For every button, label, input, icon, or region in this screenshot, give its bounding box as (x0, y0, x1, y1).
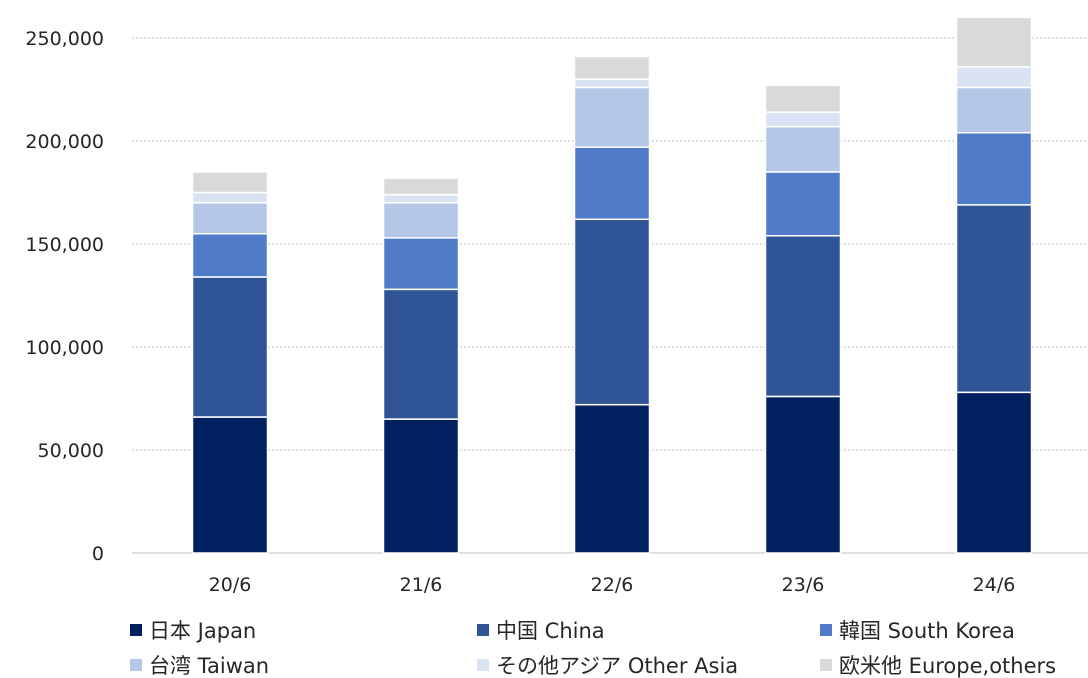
legend-swatch (820, 624, 832, 636)
bar-segment (573, 218, 651, 406)
legend-label: 欧米他 Europe,others (839, 654, 1056, 678)
bar-segment (191, 202, 269, 235)
y-tick-label: 250,000 (25, 28, 104, 50)
y-tick-label: 200,000 (25, 131, 104, 153)
bar-stack-23-6 (764, 84, 842, 554)
x-tick-label: 21/6 (400, 574, 443, 596)
legend-item: 台湾 Taiwan (130, 654, 269, 678)
bar-segment (191, 416, 269, 554)
bar-segment (573, 146, 651, 221)
bar-segment (764, 171, 842, 237)
bar-segment (191, 171, 269, 194)
y-tick-label: 100,000 (25, 337, 104, 359)
x-tick-label: 23/6 (782, 574, 825, 596)
legend-item: 日本 Japan (130, 619, 256, 643)
legend-swatch (477, 624, 489, 636)
legend-label: その他アジア Other Asia (496, 654, 738, 678)
bars-layer (191, 16, 1033, 554)
bar-segment (191, 276, 269, 418)
bar-segment (382, 193, 460, 204)
legend-item: 韓国 South Korea (820, 619, 1015, 643)
legend-label: 中国 China (496, 619, 605, 643)
bar-segment (955, 391, 1033, 554)
legend: 日本 Japan 中国 China 韓国 South Korea 台湾 Taiwan そ… (130, 619, 1056, 678)
bar-segment (955, 204, 1033, 394)
x-tick-label: 24/6 (973, 574, 1016, 596)
legend-item: その他アジア Other Asia (477, 654, 738, 678)
bar-stack-21-6 (382, 177, 460, 554)
bar-segment (382, 202, 460, 239)
bar-segment (573, 86, 651, 148)
y-tick-label: 0 (92, 543, 104, 565)
bar-segment (764, 125, 842, 173)
bar-segment (573, 403, 651, 554)
bar-stack-20-6 (191, 171, 269, 554)
bar-segment (573, 55, 651, 80)
bar-segment (955, 66, 1033, 89)
bar-segment (764, 84, 842, 113)
bar-segment (382, 418, 460, 554)
bar-segment (764, 235, 842, 398)
bar-segment (191, 191, 269, 204)
legend-swatch (130, 659, 142, 671)
legend-swatch (477, 659, 489, 671)
legend-swatch (130, 624, 142, 636)
y-tick-label: 50,000 (38, 440, 104, 462)
legend-label: 韓国 South Korea (839, 619, 1015, 643)
legend-swatch (820, 659, 832, 671)
bar-segment (764, 111, 842, 128)
bar-segment (382, 288, 460, 420)
legend-label: 日本 Japan (149, 619, 256, 643)
bar-stack-22-6 (573, 55, 651, 554)
legend-item: 欧米他 Europe,others (820, 654, 1056, 678)
bar-segment (573, 78, 651, 89)
x-tick-label: 22/6 (591, 574, 634, 596)
bar-segment (382, 237, 460, 291)
bar-segment (955, 16, 1033, 68)
bar-segment (382, 177, 460, 196)
bar-stack-24-6 (955, 16, 1033, 554)
legend-item: 中国 China (477, 619, 605, 643)
bar-segment (764, 395, 842, 554)
y-axis-ticks: 0 50,000 100,000 150,000 200,000 250,000 (25, 28, 104, 565)
y-tick-label: 150,000 (25, 234, 104, 256)
bar-segment (955, 132, 1033, 206)
legend-label: 台湾 Taiwan (149, 654, 269, 678)
bar-segment (955, 86, 1033, 134)
x-tick-label: 20/6 (209, 574, 252, 596)
x-axis-ticks: 20/6 21/6 22/6 23/6 24/6 (209, 574, 1016, 596)
bar-segment (191, 232, 269, 278)
